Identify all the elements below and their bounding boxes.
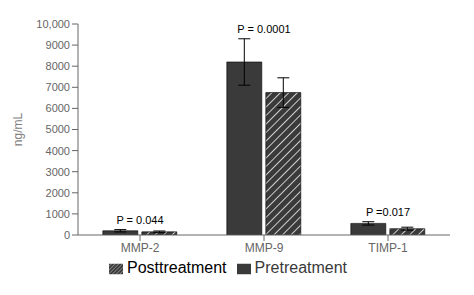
svg-text:MMP-9: MMP-9	[245, 241, 284, 255]
html-text:Posttreatment: Posttreatment	[127, 259, 227, 276]
svg-text:0: 0	[64, 229, 70, 241]
svg-text:9000: 9000	[46, 39, 70, 51]
svg-text:1000: 1000	[46, 208, 70, 220]
svg-text:10,000: 10,000	[36, 18, 70, 30]
svg-text:6000: 6000	[46, 102, 70, 114]
svg-text:P = 0.044: P = 0.044	[116, 214, 163, 226]
svg-text:5000: 5000	[46, 123, 70, 135]
svg-text:MMP-2: MMP-2	[121, 241, 160, 255]
svg-text:TIMP-1: TIMP-1	[368, 241, 408, 255]
svg-text:7000: 7000	[46, 81, 70, 93]
svg-text:2000: 2000	[46, 187, 70, 199]
svg-text:3000: 3000	[46, 166, 70, 178]
svg-text:4000: 4000	[46, 145, 70, 157]
svg-text:8000: 8000	[46, 60, 70, 72]
svg-text:ng/mL: ng/mL	[11, 113, 25, 147]
svg-text:P = 0.0001: P = 0.0001	[237, 23, 290, 35]
html-text:Pretreatment: Pretreatment	[254, 259, 347, 276]
svg-text:P =0.017: P =0.017	[366, 206, 410, 218]
